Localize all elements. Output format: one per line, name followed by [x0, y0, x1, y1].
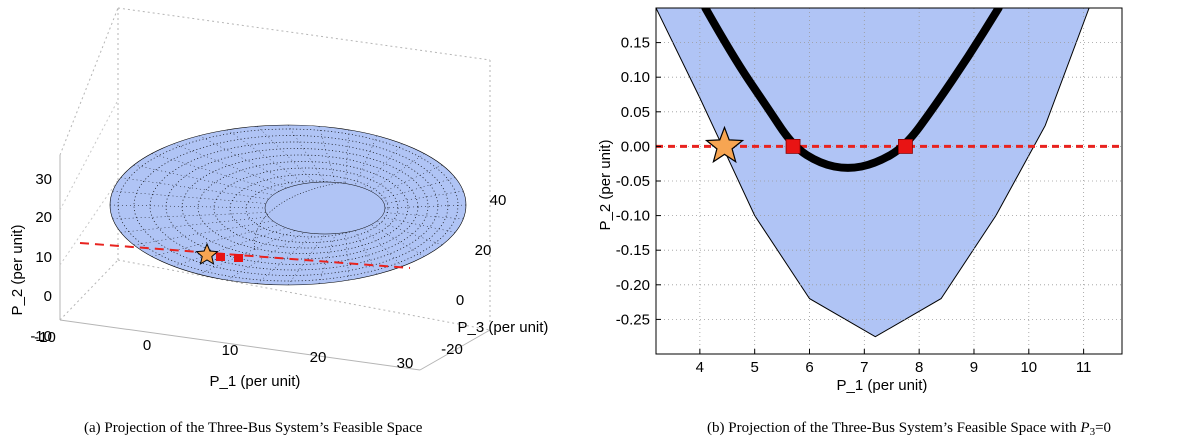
panel-a-dashed-line: [79, 242, 411, 269]
panel-b-ylabel: P_2 (per unit): [597, 140, 614, 231]
x-tick: 20: [310, 349, 327, 366]
surface-meridian: [384, 190, 464, 204]
x-tick: 4: [696, 359, 704, 376]
y-tick: 0.15: [621, 35, 650, 52]
panel-a-square-marker: [234, 254, 243, 262]
surface-meridian: [112, 212, 266, 220]
surface-meridian: [345, 129, 350, 184]
panel-a-y-ticks: 30 20 10 0 -10: [30, 171, 52, 345]
x-tick: 0: [143, 337, 151, 354]
z-tick: -20: [441, 341, 463, 358]
panel-b-xlabel: P_1 (per unit): [837, 377, 928, 394]
surface-ring: [165, 148, 429, 265]
surface-meridian: [370, 153, 425, 192]
surface-meridian: [287, 233, 326, 286]
y-tick: 0.10: [621, 69, 650, 86]
square-marker: [898, 138, 913, 154]
panel-a-zlabel: P_3 (per unit): [458, 319, 549, 336]
y-tick: -0.15: [616, 242, 650, 259]
panel-b: 4 5 6 7 8 9 10 11 0.15 0.10 0.05 0.00 -0.05 -0.10 -0.…: [597, 7, 1123, 394]
y-tick: 0: [44, 288, 52, 305]
star-marker: [704, 125, 745, 164]
y-ticks: 0.15 0.10 0.05 0.00 -0.05 -0.10 -0.15 -0.20 -0.2…: [616, 35, 661, 328]
surface-meridian: [318, 233, 336, 284]
z-tick: 0: [456, 292, 464, 309]
x-tick: 6: [805, 359, 813, 376]
y-tick: -0.10: [616, 208, 650, 225]
surface-ring: [229, 174, 389, 243]
caption-a: (a) Projection of the Three-Bus System’s…: [84, 420, 423, 436]
panel-a-star-marker: [195, 242, 219, 265]
y-tick: 30: [35, 171, 52, 188]
y-tick: 10: [35, 249, 52, 266]
z-tick: 20: [475, 242, 492, 259]
surface-ring: [117, 128, 459, 282]
x-tick: 9: [970, 359, 978, 376]
feasible-curve: [701, 8, 1003, 172]
y-tick: -0.25: [616, 311, 650, 328]
surface-meridian: [384, 204, 467, 209]
x-tick: -10: [34, 329, 56, 346]
x-tick: 11: [1076, 359, 1092, 376]
y-tick: 0.00: [621, 138, 650, 155]
x-tick: 8: [915, 359, 923, 376]
panel-a-z-ticks: -20 0 20 40: [441, 192, 506, 358]
y-tick: -0.05: [616, 173, 650, 190]
caption-b: (b) Projection of the Three-Bus System’s…: [707, 420, 1111, 438]
panel-a-xlabel: P_1 (per unit): [210, 373, 301, 390]
surface-meridian: [287, 124, 326, 183]
surface-meridian: [318, 126, 336, 183]
z-tick: 40: [490, 192, 507, 209]
panel-a-surface: [109, 124, 467, 286]
surface-meridian: [354, 230, 378, 275]
feasible-region: [656, 8, 1090, 338]
x-tick: 30: [397, 355, 414, 372]
surface-meridian: [381, 177, 456, 200]
surface-meridian: [198, 230, 296, 275]
square-marker: [785, 138, 801, 154]
surface-meridian: [173, 143, 287, 189]
y-tick: -10: [30, 328, 52, 345]
y-tick: 20: [35, 209, 52, 226]
x-tick: 5: [751, 359, 759, 376]
panel-a: 30 20 10 0 -10 -10 0 10 20 30 -20 0 20 4…: [9, 7, 549, 390]
surface-ring: [213, 167, 399, 249]
y-tick: -0.20: [616, 277, 650, 294]
panel-a-x-ticks: -10 0 10 20 30: [34, 329, 413, 372]
surface-ring: [197, 161, 409, 254]
surface-meridian: [120, 177, 269, 200]
panel-a-square-marker: [216, 253, 225, 261]
surface-meridian: [256, 233, 315, 284]
y-tick: 0.05: [621, 104, 650, 121]
panel-a-ylabel: P_2 (per unit): [9, 225, 26, 316]
x-tick: 10: [1020, 359, 1037, 376]
surface-meridian: [112, 190, 266, 204]
x-ticks: 4 5 6 7 8 9 10 11: [696, 349, 1092, 376]
x-tick: 7: [860, 359, 868, 376]
surface-ring: [133, 135, 449, 276]
x-tick: 10: [222, 342, 239, 359]
surface-meridian: [120, 216, 269, 233]
surface-meridian: [256, 126, 315, 183]
surface-meridian: [381, 216, 456, 233]
